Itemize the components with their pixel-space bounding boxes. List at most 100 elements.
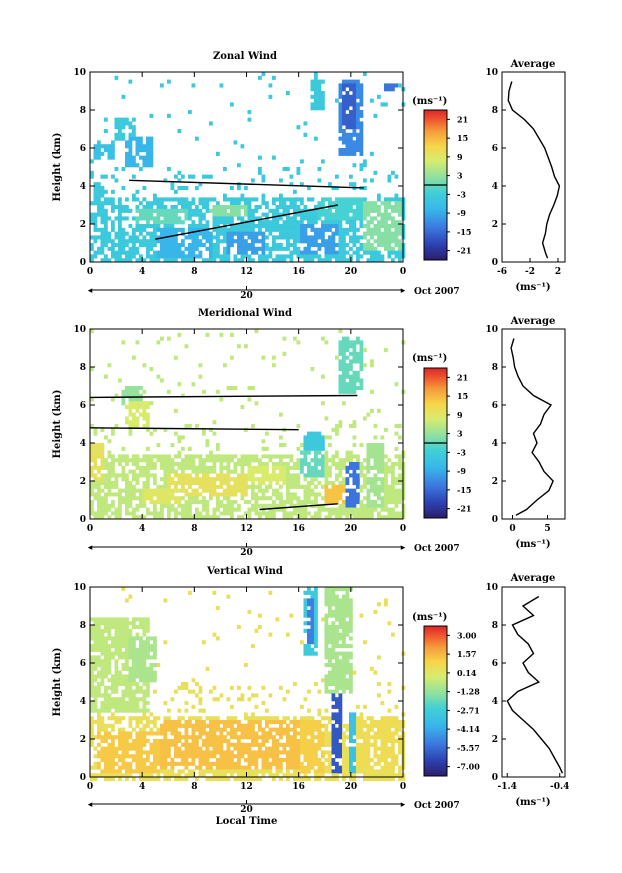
heatmap-cell	[349, 602, 353, 607]
heatmap-cell	[135, 465, 140, 470]
heatmap-cell	[128, 678, 133, 683]
heatmap-cell	[289, 458, 294, 463]
heatmap-cell	[111, 765, 115, 770]
heatmap-cell	[132, 420, 136, 425]
heatmap-cell	[170, 462, 175, 467]
heatmap-cell	[286, 484, 290, 489]
heatmap-cell	[163, 227, 168, 232]
y-tick-label: 6	[80, 401, 86, 411]
heatmap-cell	[170, 254, 175, 259]
heatmap-cell	[132, 492, 136, 497]
heatmap-cell	[230, 720, 234, 725]
heatmap-cell	[394, 492, 399, 497]
heatmap-cell	[111, 697, 115, 702]
heatmap-cell	[195, 727, 199, 732]
heatmap-cell	[314, 742, 318, 747]
heatmap-cell	[198, 761, 203, 766]
heatmap-cell	[254, 239, 259, 244]
heatmap-cell	[223, 481, 227, 486]
heatmap-cell	[268, 496, 273, 501]
heatmap-cell	[286, 731, 290, 736]
heatmap-cell	[345, 205, 350, 210]
heatmap-cell	[135, 742, 140, 747]
heatmap-cell	[216, 735, 220, 740]
heatmap-cell	[384, 515, 388, 520]
heatmap-cell	[139, 716, 143, 721]
heatmap-cell	[191, 492, 196, 497]
heatmap-cell	[219, 754, 224, 759]
heatmap-cell	[191, 382, 196, 387]
heatmap-cell	[321, 239, 325, 244]
heatmap-cell	[219, 216, 224, 221]
heatmap-cell	[118, 246, 122, 251]
heatmap-cell	[125, 655, 129, 660]
heatmap-cell	[205, 439, 210, 444]
heatmap-cell	[111, 503, 115, 508]
heatmap-cell	[363, 363, 367, 368]
heatmap-cell	[142, 405, 147, 410]
heatmap-cell	[219, 83, 224, 88]
heatmap-cell	[338, 484, 343, 489]
heatmap-cell	[202, 431, 206, 436]
heatmap-cell	[391, 87, 395, 92]
heatmap-cell	[258, 462, 262, 467]
heatmap-cell	[107, 469, 112, 474]
heatmap-cell	[212, 431, 217, 436]
heatmap-cell	[335, 212, 339, 217]
heatmap-cell	[359, 473, 364, 478]
heatmap-cell	[135, 454, 140, 459]
heatmap-cell	[146, 136, 150, 141]
heatmap-cell	[307, 598, 311, 603]
heatmap-cell	[377, 458, 381, 463]
heatmap-cell	[156, 454, 161, 459]
heatmap-cell	[237, 758, 241, 763]
heatmap-cell	[293, 220, 297, 225]
heatmap-cell	[342, 606, 346, 611]
heatmap-cell	[307, 602, 311, 607]
heatmap-cell	[237, 750, 241, 755]
heatmap-cell	[331, 454, 336, 459]
heatmap-cell	[163, 178, 168, 183]
heatmap-cell	[170, 503, 175, 508]
heatmap-cell	[293, 477, 297, 482]
heatmap-cell	[349, 628, 353, 633]
heatmap-cell	[275, 454, 280, 459]
heatmap-cell	[254, 507, 259, 512]
heatmap-cell	[265, 258, 269, 263]
heatmap-cell	[216, 484, 220, 489]
heatmap-cell	[174, 488, 178, 493]
heatmap-cell	[261, 469, 266, 474]
heatmap-cell	[345, 735, 350, 740]
heatmap-cell	[370, 481, 374, 486]
heatmap-cell	[146, 636, 150, 641]
heatmap-cell	[338, 625, 343, 630]
heatmap-cell	[338, 235, 343, 240]
heatmap-cell	[286, 769, 290, 774]
heatmap-cell	[125, 678, 129, 683]
heatmap-cell	[342, 106, 346, 111]
heatmap-cell	[118, 708, 122, 713]
heatmap-cell	[349, 758, 353, 763]
heatmap-cell	[394, 477, 399, 482]
heatmap-cell	[230, 201, 234, 206]
heatmap-cell	[125, 405, 129, 410]
heatmap-cell	[272, 754, 276, 759]
heatmap-cell	[342, 666, 346, 671]
heatmap-cell	[254, 761, 259, 766]
heatmap-cell	[300, 761, 304, 766]
heatmap-cell	[352, 110, 357, 115]
heatmap-cell	[272, 208, 276, 213]
heatmap-cell	[254, 773, 259, 778]
heatmap-cell	[237, 773, 241, 778]
heatmap-cell	[282, 716, 287, 721]
heatmap-cell	[384, 87, 388, 92]
heatmap-cell	[261, 193, 266, 198]
heatmap-cell	[219, 227, 224, 232]
heatmap-cell	[90, 243, 94, 248]
heatmap-cell	[240, 697, 245, 702]
heatmap-cell	[163, 769, 168, 774]
heatmap-cell	[177, 462, 182, 467]
heatmap-cell	[300, 704, 304, 709]
heatmap-cell	[209, 258, 213, 263]
heatmap-cell	[310, 606, 315, 611]
